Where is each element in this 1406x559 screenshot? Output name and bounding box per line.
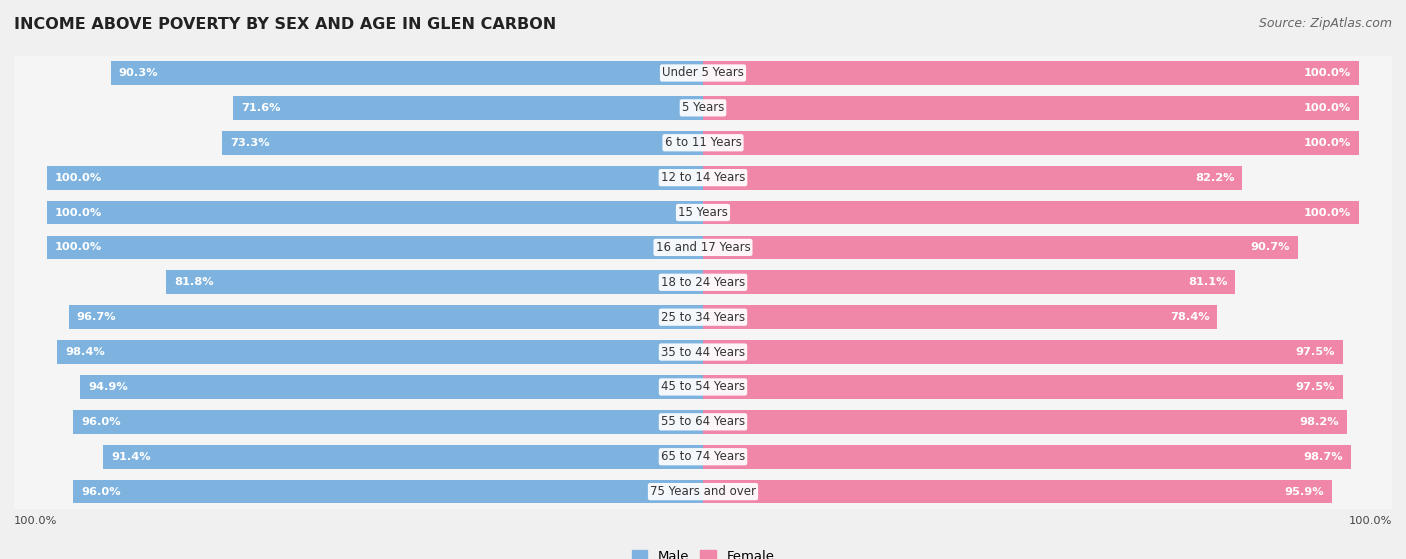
Text: 100.0%: 100.0% <box>55 243 103 253</box>
Text: 81.1%: 81.1% <box>1188 277 1227 287</box>
Bar <box>14 369 1392 404</box>
Bar <box>14 265 1392 300</box>
Text: 94.9%: 94.9% <box>89 382 128 392</box>
Text: 95.9%: 95.9% <box>1285 486 1324 496</box>
Text: 100.0%: 100.0% <box>55 173 103 183</box>
Text: 12 to 14 Years: 12 to 14 Years <box>661 171 745 184</box>
Bar <box>703 96 1360 120</box>
Text: 100.0%: 100.0% <box>1303 138 1351 148</box>
Text: 100.0%: 100.0% <box>55 207 103 217</box>
Bar <box>703 235 1298 259</box>
Text: 98.7%: 98.7% <box>1303 452 1343 462</box>
Text: 75 Years and over: 75 Years and over <box>650 485 756 498</box>
Bar <box>14 195 1392 230</box>
Bar <box>80 375 703 399</box>
Text: 71.6%: 71.6% <box>240 103 281 113</box>
Bar <box>46 235 703 259</box>
Bar <box>14 125 1392 160</box>
Bar <box>14 335 1392 369</box>
Bar <box>69 305 703 329</box>
Bar <box>703 61 1360 85</box>
Text: 15 Years: 15 Years <box>678 206 728 219</box>
Text: 98.4%: 98.4% <box>65 347 105 357</box>
Text: 96.0%: 96.0% <box>82 417 121 427</box>
Text: 78.4%: 78.4% <box>1170 312 1209 322</box>
Text: 25 to 34 Years: 25 to 34 Years <box>661 311 745 324</box>
Bar <box>703 340 1343 364</box>
Bar <box>233 96 703 120</box>
Bar <box>703 375 1343 399</box>
Bar <box>14 160 1392 195</box>
Bar <box>166 271 703 294</box>
Bar <box>14 230 1392 265</box>
Text: 100.0%: 100.0% <box>1303 68 1351 78</box>
Text: 96.0%: 96.0% <box>82 486 121 496</box>
Bar <box>703 305 1218 329</box>
Text: 18 to 24 Years: 18 to 24 Years <box>661 276 745 289</box>
Text: 100.0%: 100.0% <box>1303 207 1351 217</box>
Text: Under 5 Years: Under 5 Years <box>662 67 744 79</box>
Bar <box>703 201 1360 224</box>
Bar <box>14 439 1392 474</box>
Text: 98.2%: 98.2% <box>1299 417 1340 427</box>
Legend: Male, Female: Male, Female <box>626 544 780 559</box>
Text: 90.7%: 90.7% <box>1251 243 1291 253</box>
Bar <box>14 474 1392 509</box>
Text: 82.2%: 82.2% <box>1195 173 1234 183</box>
Text: Source: ZipAtlas.com: Source: ZipAtlas.com <box>1258 17 1392 30</box>
Text: 100.0%: 100.0% <box>1348 516 1392 526</box>
Bar <box>703 445 1351 468</box>
Text: INCOME ABOVE POVERTY BY SEX AND AGE IN GLEN CARBON: INCOME ABOVE POVERTY BY SEX AND AGE IN G… <box>14 17 557 32</box>
Text: 91.4%: 91.4% <box>111 452 150 462</box>
Text: 5 Years: 5 Years <box>682 101 724 115</box>
Bar <box>703 410 1347 434</box>
Bar <box>111 61 703 85</box>
Text: 97.5%: 97.5% <box>1295 347 1334 357</box>
Text: 65 to 74 Years: 65 to 74 Years <box>661 450 745 463</box>
Bar <box>46 201 703 224</box>
Text: 55 to 64 Years: 55 to 64 Years <box>661 415 745 428</box>
Bar <box>58 340 703 364</box>
Bar <box>73 410 703 434</box>
Bar <box>14 91 1392 125</box>
Bar <box>73 480 703 504</box>
Text: 73.3%: 73.3% <box>231 138 270 148</box>
Text: 81.8%: 81.8% <box>174 277 214 287</box>
Text: 100.0%: 100.0% <box>14 516 58 526</box>
Bar <box>703 480 1333 504</box>
Bar <box>14 300 1392 335</box>
Text: 16 and 17 Years: 16 and 17 Years <box>655 241 751 254</box>
Text: 100.0%: 100.0% <box>1303 103 1351 113</box>
Text: 96.7%: 96.7% <box>76 312 117 322</box>
Bar <box>703 131 1360 155</box>
Bar <box>14 404 1392 439</box>
Bar <box>46 166 703 190</box>
Text: 97.5%: 97.5% <box>1295 382 1334 392</box>
Text: 35 to 44 Years: 35 to 44 Years <box>661 345 745 358</box>
Bar <box>703 166 1243 190</box>
Bar <box>222 131 703 155</box>
Bar <box>703 271 1234 294</box>
Text: 6 to 11 Years: 6 to 11 Years <box>665 136 741 149</box>
Text: 90.3%: 90.3% <box>118 68 157 78</box>
Bar <box>14 55 1392 91</box>
Text: 45 to 54 Years: 45 to 54 Years <box>661 381 745 394</box>
Bar <box>103 445 703 468</box>
